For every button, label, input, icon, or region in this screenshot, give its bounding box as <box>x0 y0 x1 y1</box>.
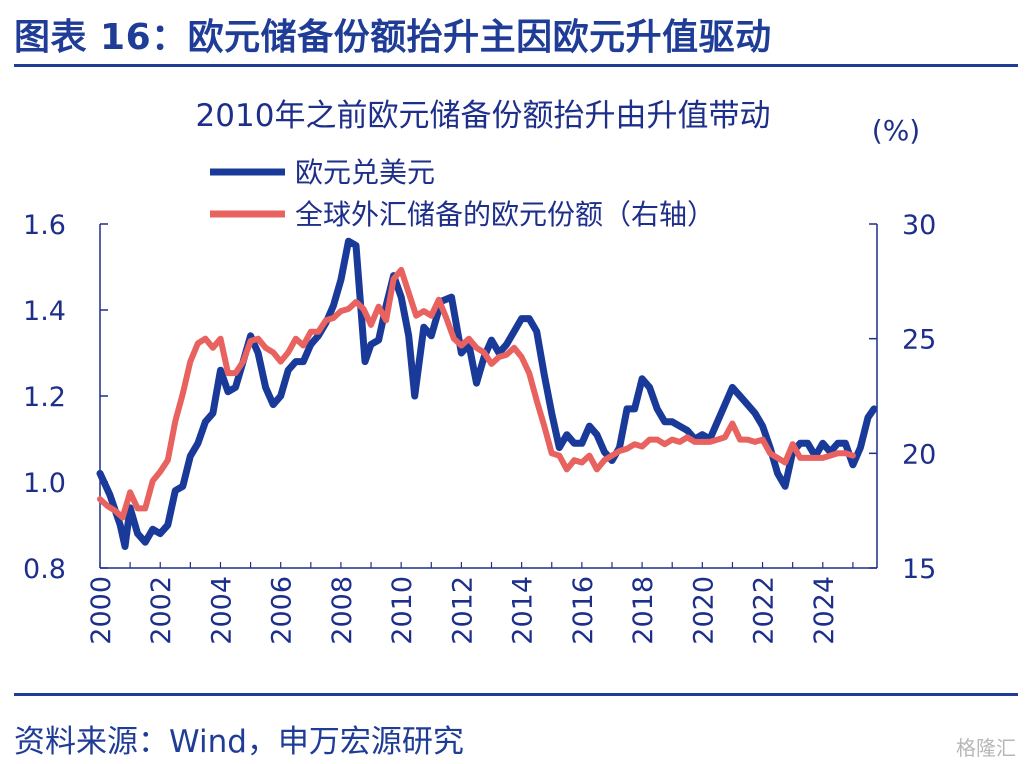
x-tick-label: 2010 <box>387 576 418 645</box>
title-divider <box>14 64 1018 67</box>
x-tick-label: 2020 <box>688 576 719 645</box>
x-tick-label: 2000 <box>86 576 117 645</box>
x-tick-label: 2006 <box>267 576 298 645</box>
x-tick-label: 2018 <box>628 576 659 645</box>
x-tick-label: 2016 <box>568 576 599 645</box>
left-tick-label: 1.0 <box>23 468 66 499</box>
left-tick-label: 1.4 <box>23 296 66 327</box>
figure-title: 图表 16：欧元储备份额抬升主因欧元升值驱动 <box>14 17 772 58</box>
legend-label-reserve-share: 全球外汇储备的欧元份额（右轴） <box>295 198 715 231</box>
series-layer <box>96 237 878 550</box>
x-tick-label: 2024 <box>809 576 840 645</box>
right-axis-unit: (%) <box>872 114 920 147</box>
left-tick-label: 1.6 <box>23 210 66 241</box>
footer-divider <box>14 693 1018 696</box>
legend: 欧元兑美元 全球外汇储备的欧元份额（右轴） <box>210 156 715 231</box>
legend-label-eurusd: 欧元兑美元 <box>295 156 435 189</box>
x-tick-label: 2022 <box>749 576 780 645</box>
series-line-eurusd <box>96 237 878 550</box>
source-note: 资料来源：Wind，申万宏源研究 <box>14 724 464 760</box>
x-tick-label: 2012 <box>447 576 478 645</box>
watermark: 格隆汇 <box>956 736 1016 760</box>
right-tick-label: 25 <box>902 325 936 356</box>
right-tick-label: 30 <box>902 210 936 241</box>
axes: 1.6 1.4 1.2 1.0 0.8 30 25 20 15 2000 2002 2004 2006 2… <box>23 210 936 645</box>
right-tick-label: 20 <box>902 439 936 470</box>
x-tick-label: 2004 <box>206 576 237 645</box>
chart-title: 2010年之前欧元储备份额抬升由升值带动 <box>196 98 771 134</box>
x-tick-label: 2002 <box>146 576 177 645</box>
left-tick-label: 0.8 <box>23 554 66 585</box>
right-tick-label: 15 <box>902 554 936 585</box>
series-line-reserve-share <box>97 266 856 521</box>
left-tick-label: 1.2 <box>23 382 66 413</box>
x-tick-label: 2008 <box>327 576 358 645</box>
x-tick-label: 2014 <box>508 576 539 645</box>
